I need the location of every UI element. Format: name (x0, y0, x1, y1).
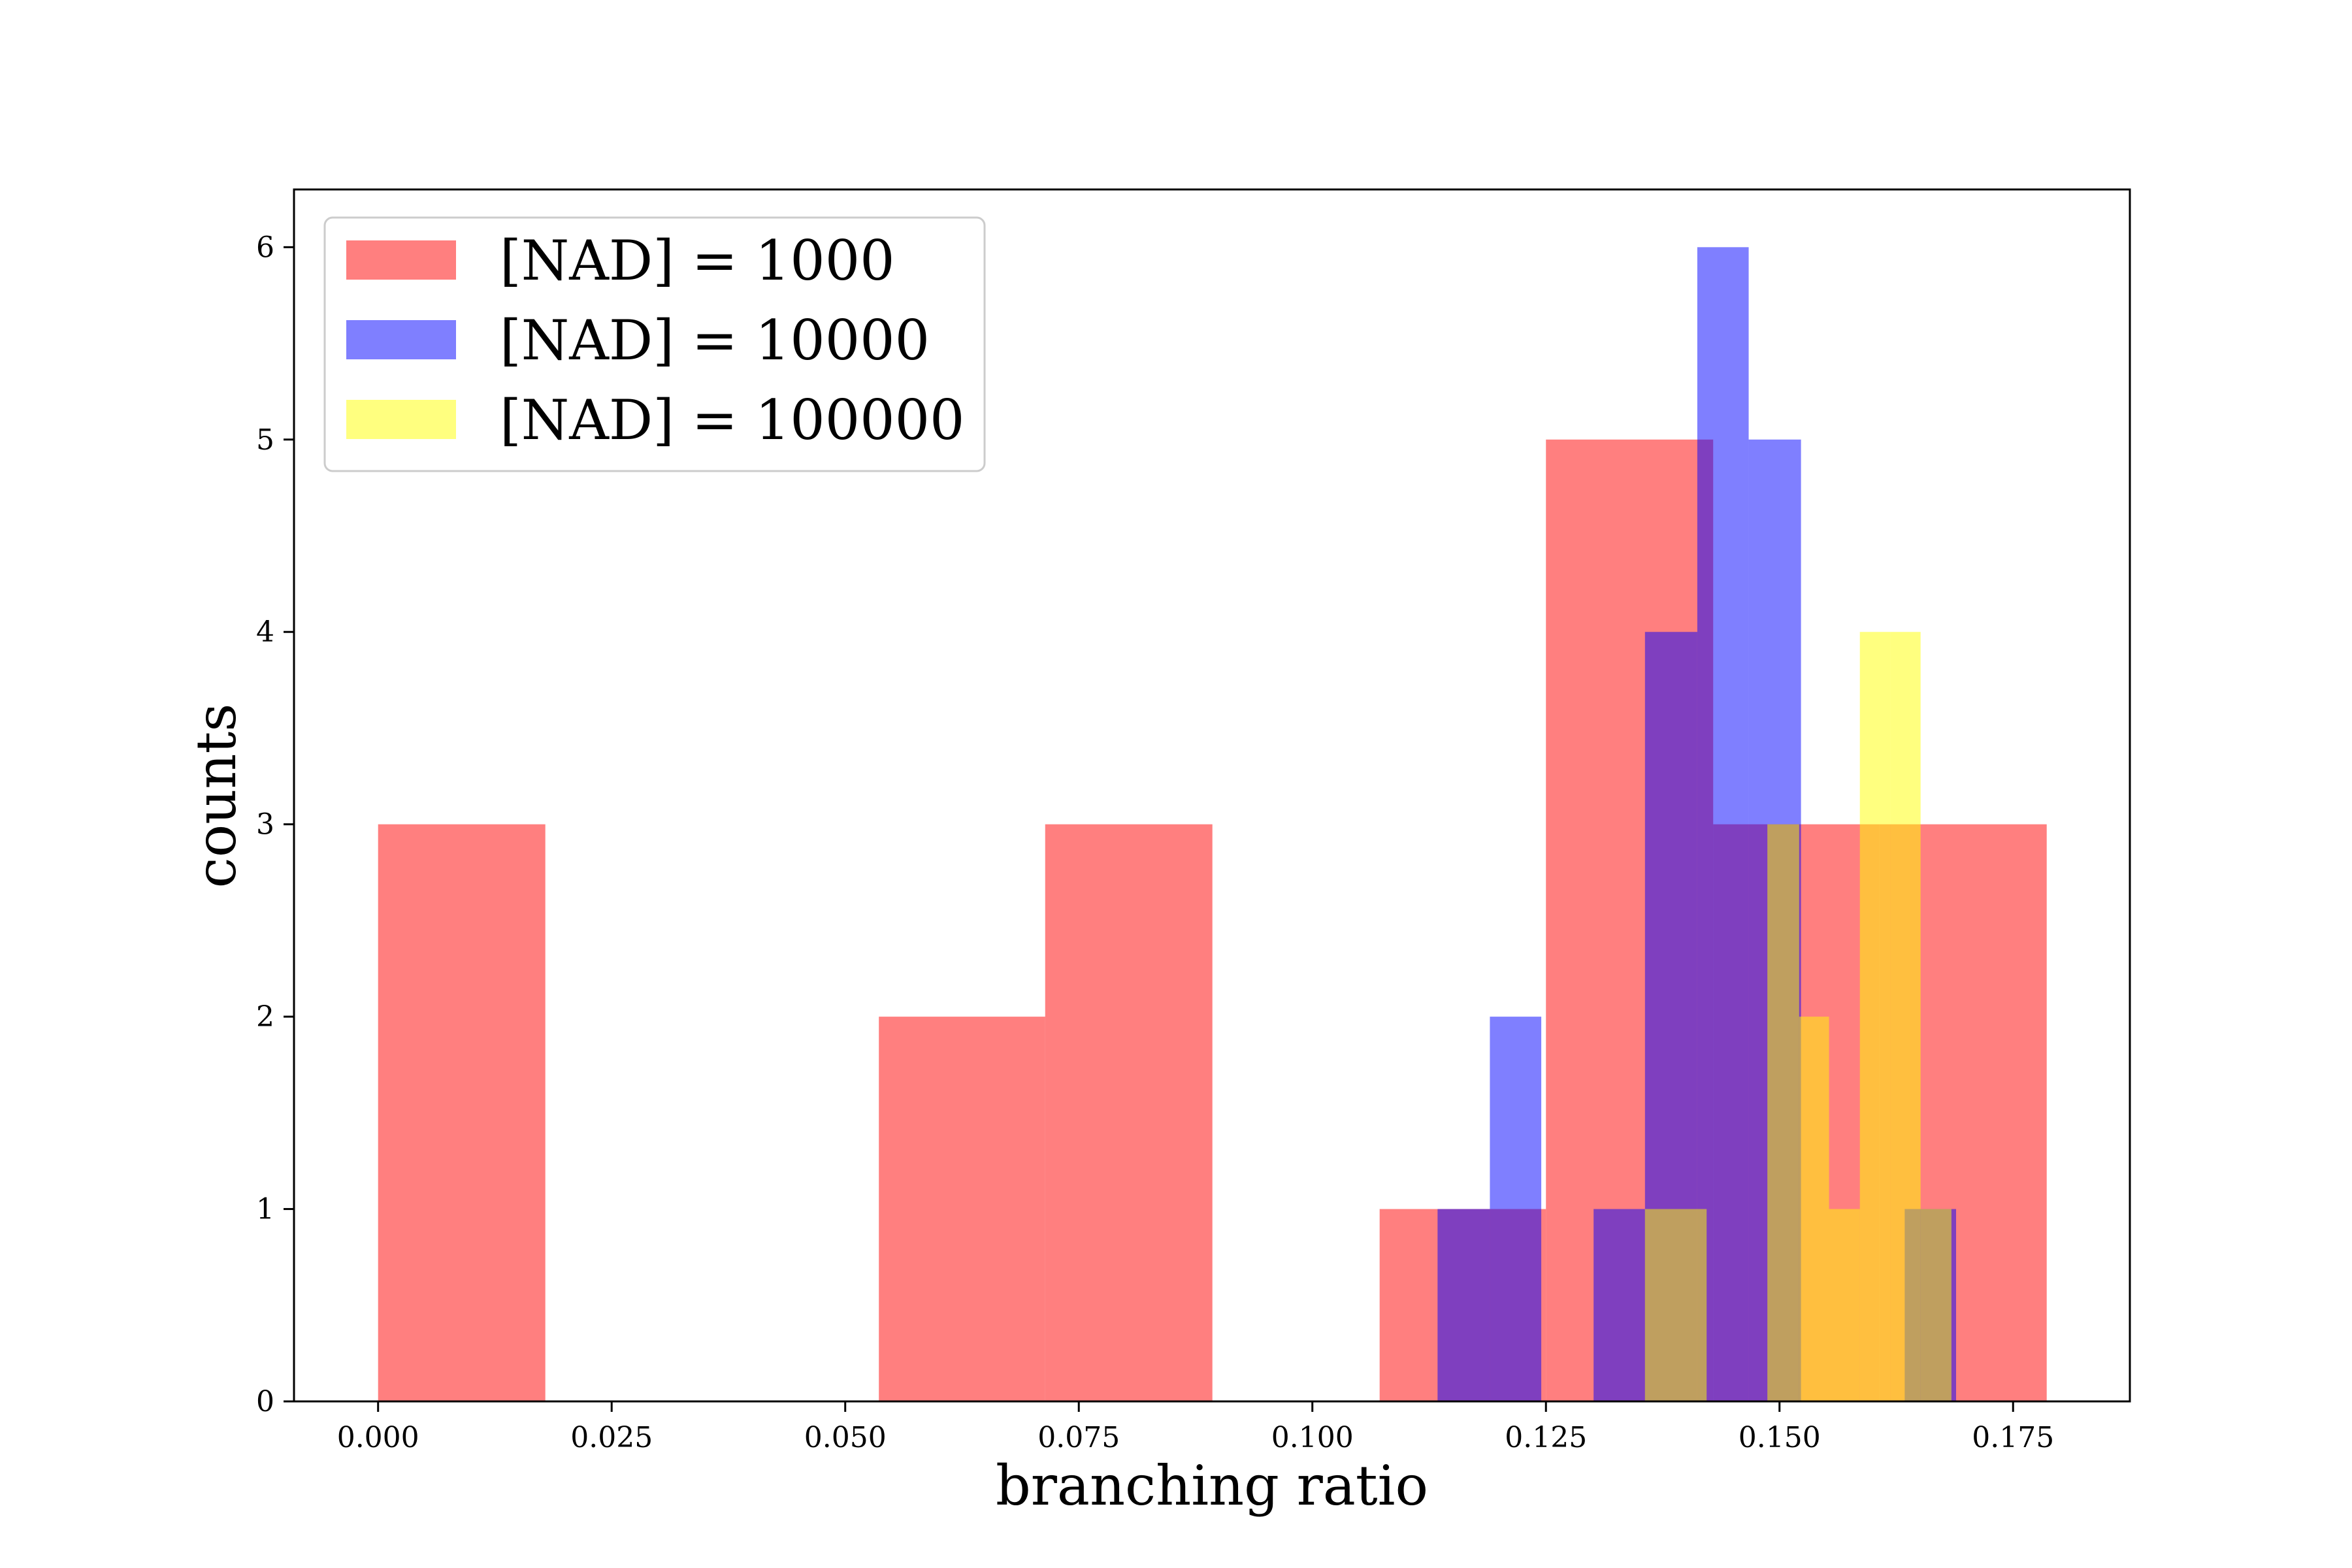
legend-swatch-2 (346, 320, 456, 359)
x-tick-label: 0.050 (804, 1421, 887, 1454)
y-tick-label: 2 (256, 1000, 274, 1034)
bar-series-3-bin-3 (1767, 824, 1799, 1401)
x-tick-label: 0.100 (1271, 1421, 1354, 1454)
bar-series-1-bin-5 (1045, 824, 1213, 1401)
series-3-bars (1644, 632, 1952, 1402)
legend-box (323, 216, 986, 472)
y-tick-label: 0 (256, 1385, 274, 1418)
bar-series-2-bin-4 (1593, 1209, 1645, 1401)
y-axis-ticks: 0 1 2 3 4 5 6 (256, 231, 294, 1418)
bar-series-3-bin-5 (1829, 1209, 1860, 1401)
legend-label-3: [NAD] = 100000 (500, 388, 965, 452)
y-tick-label: 1 (256, 1193, 274, 1226)
plot-frame (293, 188, 2131, 1403)
y-axis-label: counts (184, 704, 248, 889)
legend: [NAD] = 1000 [NAD] = 10000 [NAD] = 100000 (323, 216, 986, 472)
bar-series-3-bin-4 (1799, 1017, 1829, 1401)
bar-series-3-bin-8 (1920, 1209, 1952, 1401)
bar-series-3-bin-6 (1859, 632, 1891, 1402)
x-tick-label: 0.175 (1972, 1421, 2054, 1454)
x-tick-label: 0.000 (337, 1421, 419, 1454)
legend-label-1: [NAD] = 1000 (500, 229, 895, 293)
bar-series-2-bin-2 (1490, 1017, 1542, 1401)
x-axis-label: branching ratio (996, 1454, 1428, 1518)
y-tick-label: 6 (256, 231, 274, 264)
bars-layer (378, 247, 2047, 1402)
legend-label-2: [NAD] = 10000 (500, 308, 930, 372)
legend-swatch-3 (346, 400, 456, 439)
y-tick-label: 4 (256, 615, 274, 649)
y-tick-label: 5 (256, 423, 274, 457)
bar-series-2-bin-1 (1437, 1209, 1490, 1401)
bar-series-3-bin-7 (1890, 632, 1921, 1402)
x-axis-ticks: 0.000 0.025 0.050 0.075 0.100 0.125 0.150 0.175 (337, 1401, 2054, 1454)
x-tick-label: 0.075 (1037, 1421, 1120, 1454)
bar-series-1-bin-1 (378, 824, 546, 1401)
x-tick-label: 0.125 (1505, 1421, 1587, 1454)
x-tick-label: 0.025 (570, 1421, 653, 1454)
legend-swatch-1 (346, 240, 456, 280)
bar-series-1-bin-4 (879, 1017, 1045, 1401)
y-tick-label: 3 (256, 808, 274, 841)
x-tick-label: 0.150 (1739, 1421, 1821, 1454)
bar-series-3-bin-1 (1644, 1209, 1707, 1401)
